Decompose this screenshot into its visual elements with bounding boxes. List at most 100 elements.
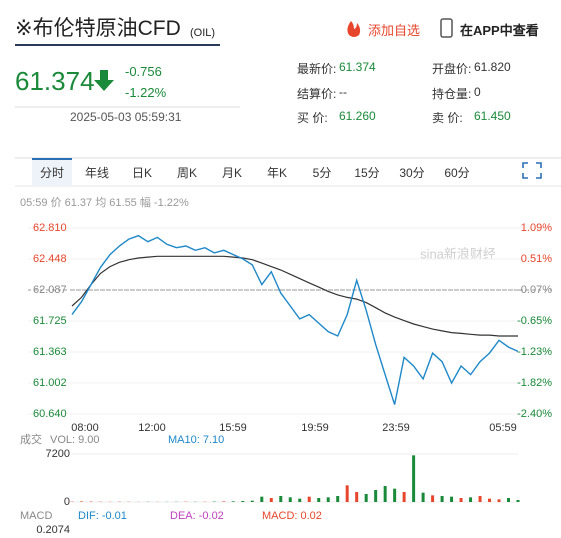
pct-label: -2.40%	[517, 408, 552, 420]
vol-bar	[364, 494, 368, 502]
tab[interactable]: 15分	[354, 166, 380, 180]
field-label: 卖 价:	[432, 111, 463, 125]
info-line: 05:59 价 61.37 均 61.55 幅 -1.22%	[20, 197, 189, 209]
macd-dea: DEA: -0.02	[170, 510, 224, 522]
field-value: 61.820	[474, 60, 511, 74]
vol-bar	[507, 498, 511, 502]
add-watch[interactable]: 添加自选	[368, 23, 421, 38]
field-value: 61.260	[339, 109, 376, 123]
vol-bar	[345, 485, 349, 502]
vol-bar	[393, 488, 397, 502]
field-value: 0	[474, 84, 481, 99]
vol-bar	[383, 486, 387, 502]
watermark: sina新浪财经	[420, 246, 496, 261]
pct-label: -1.23%	[517, 346, 552, 358]
quote-time: 2025-05-03 05:59:31	[70, 110, 182, 124]
y-tick-label: 62.087	[33, 284, 67, 296]
field-label: 结算价:	[297, 86, 337, 101]
x-tick-label: 05:59	[489, 422, 517, 434]
macd-label: MACD	[20, 510, 52, 522]
change-pct: -1.22%	[125, 85, 167, 100]
tab[interactable]: 周K	[176, 166, 197, 180]
open-app[interactable]: 在APP中查看	[460, 23, 539, 38]
vol-tick-label: 7200	[46, 448, 70, 460]
vol-bar	[298, 498, 302, 502]
tab[interactable]: 月K	[221, 166, 242, 180]
pct-label: -0.65%	[517, 315, 552, 327]
y-tick-label: 61.725	[33, 315, 67, 327]
vol-bar	[478, 496, 482, 502]
macd-top: 0.2074	[36, 524, 70, 536]
price: 61.374	[15, 66, 95, 96]
fire-icon	[347, 21, 361, 37]
vol-bar	[497, 499, 501, 502]
pct-label: 0.51%	[521, 253, 552, 265]
vol-bar	[269, 498, 273, 502]
y-tick-label: 61.002	[33, 377, 67, 389]
vol-bar	[421, 492, 425, 502]
code: (OIL)	[190, 27, 216, 39]
x-tick-label: 08:00	[71, 422, 99, 434]
vol-bar	[431, 495, 435, 502]
tab[interactable]: 年K	[266, 166, 287, 180]
field-value: 61.374	[339, 60, 376, 74]
vol-bar	[412, 455, 416, 502]
y-tick-label: 62.810	[33, 222, 67, 234]
phone-icon	[440, 18, 453, 38]
vol-bar	[307, 496, 311, 502]
vol-label: 成交	[20, 432, 42, 446]
pct-label: -1.82%	[517, 377, 552, 389]
tab[interactable]: 年线	[84, 166, 109, 180]
vol-bar	[402, 492, 406, 502]
change: -0.756	[125, 64, 162, 79]
x-tick-label: 12:00	[138, 422, 166, 434]
average-line	[71, 255, 518, 337]
vol-bar	[260, 496, 264, 502]
title: ※布伦特原油CFD	[15, 17, 181, 40]
vol-ma: MA10: 7.10	[168, 434, 224, 446]
vol-bar	[79, 501, 83, 502]
vol-value: VOL: 9.00	[50, 434, 100, 446]
pct-label: 1.09%	[521, 222, 552, 234]
field-label: 持仓量:	[432, 86, 472, 101]
tab[interactable]: 日K	[131, 166, 152, 180]
vol-bar	[440, 496, 444, 502]
tab[interactable]: 30分	[399, 166, 425, 180]
field-label: 开盘价:	[432, 62, 472, 76]
vol-bar	[488, 498, 492, 502]
y-tick-label: 61.363	[33, 346, 67, 358]
tab[interactable]: 分时	[32, 158, 72, 186]
field-value: --	[339, 84, 347, 99]
title-underline	[15, 44, 220, 46]
tab[interactable]: 60分	[444, 166, 470, 180]
y-tick-label: 62.448	[33, 253, 67, 265]
field-label: 最新价:	[297, 62, 337, 76]
vol-bar	[222, 501, 226, 502]
vol-bar	[516, 500, 520, 502]
vol-bar	[459, 498, 463, 502]
vol-bar	[250, 500, 254, 502]
vol-bar	[355, 492, 359, 502]
vol-bar	[326, 497, 330, 502]
vol-bar	[336, 496, 340, 502]
vol-bar	[450, 496, 454, 502]
x-tick-label: 23:59	[382, 422, 410, 434]
tab[interactable]: 5分	[312, 166, 332, 180]
x-tick-label: 19:59	[301, 422, 329, 434]
y-tick-label: 60.640	[33, 408, 67, 420]
down-arrow	[94, 70, 114, 91]
macd-dif: DIF: -0.01	[78, 510, 127, 522]
vol-bar	[241, 501, 245, 502]
vol-bar	[374, 490, 378, 502]
vol-bar	[317, 498, 321, 502]
x-tick-label: 15:59	[219, 422, 247, 434]
field-value: 61.450	[474, 109, 511, 123]
price-line	[71, 234, 519, 405]
fullscreen-icon[interactable]	[522, 162, 542, 179]
pct-label: -0.07%	[517, 284, 552, 296]
vol-tick-label: 0	[64, 496, 70, 508]
vol-bar	[279, 496, 283, 502]
vol-bar	[469, 497, 473, 502]
